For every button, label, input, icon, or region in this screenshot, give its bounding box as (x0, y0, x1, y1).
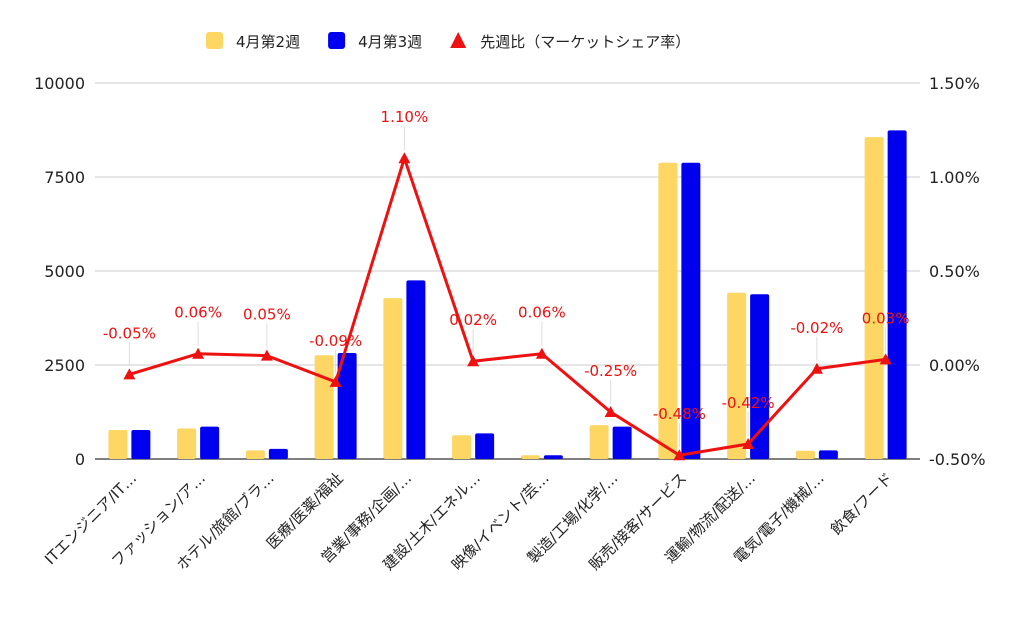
data-label: -0.02% (790, 319, 843, 337)
legend-label-3: 先週比（マーケットシェア率） (480, 33, 690, 51)
bar-2 (750, 294, 770, 459)
y-left-tick-label: 7500 (44, 168, 85, 187)
bar-2 (131, 430, 151, 459)
data-label: -0.48% (653, 405, 706, 423)
bar-1 (383, 298, 403, 459)
line-marker (467, 355, 480, 367)
bar-1 (245, 450, 265, 459)
bar-1 (520, 455, 540, 459)
bar-1 (795, 450, 815, 459)
y-right-tick-label: 1.00% (929, 168, 980, 187)
line-marker (810, 362, 823, 374)
bar-1 (177, 428, 197, 459)
y-left-tick-label: 0 (75, 450, 85, 469)
bar-2 (268, 448, 288, 459)
y-right-tick-label: 0.00% (929, 356, 980, 375)
bar-1 (589, 425, 609, 459)
legend-swatch-triangle (450, 32, 467, 48)
legend-label-2: 4月第3週 (358, 33, 422, 51)
bar-2 (681, 162, 701, 459)
y-right-tick-label: -0.50% (929, 450, 986, 469)
gridlines (95, 82, 920, 460)
data-label: 0.06% (174, 304, 222, 322)
line-marker (673, 449, 686, 461)
bar-2 (818, 450, 838, 459)
y-right-tick-label: 0.50% (929, 262, 980, 281)
line-marker (260, 349, 273, 361)
y-left-tick-label: 2500 (44, 356, 85, 375)
y-left-tick-label: 5000 (44, 262, 85, 281)
data-label: 0.05% (243, 306, 291, 324)
data-label: -0.05% (103, 324, 156, 342)
line-marker (604, 406, 617, 417)
data-label: -0.25% (584, 362, 637, 380)
data-label: 0.06% (518, 304, 566, 322)
line-marker (398, 152, 411, 164)
legend-swatch-2 (328, 32, 346, 49)
bar-2 (406, 280, 426, 459)
data-label: -0.42% (722, 394, 775, 412)
bar-2 (475, 433, 495, 459)
bar-1 (314, 355, 334, 459)
line-marker (329, 375, 342, 387)
bar-2 (887, 130, 907, 459)
data-label: -0.09% (309, 332, 362, 350)
bar-1 (727, 292, 747, 459)
legend-swatch-1 (206, 32, 223, 49)
x-category-label: 飲食/フード (827, 469, 896, 538)
bar-2 (200, 426, 220, 459)
bar-1 (108, 430, 128, 459)
line-marker (192, 347, 205, 359)
line-path (128, 156, 886, 457)
bar-1 (864, 137, 884, 460)
bar-series (108, 130, 907, 460)
bar-1 (658, 162, 678, 459)
data-label: 1.10% (381, 108, 429, 126)
line-marker (879, 353, 892, 365)
y-right-tick-label: 1.50% (929, 74, 980, 93)
bar-2 (543, 455, 563, 459)
line-marker (742, 437, 755, 449)
bar-1 (452, 435, 472, 459)
y-left-tick-label: 10000 (34, 74, 85, 93)
legend-label-1: 4月第2週 (236, 33, 300, 51)
chart-legend: 4月第2週 4月第3週 先週比（マーケットシェア率） (206, 32, 690, 51)
data-label: 0.03% (862, 309, 910, 327)
line-marker (123, 368, 136, 380)
bar-2 (337, 352, 357, 459)
data-label: 0.02% (449, 311, 497, 329)
line-marker (535, 347, 548, 359)
bar-2 (612, 426, 632, 459)
line-series: -0.05% 0.06% 0.05% -0.09% 1.10% 0.02% 0.06% -0.… (103, 108, 910, 461)
